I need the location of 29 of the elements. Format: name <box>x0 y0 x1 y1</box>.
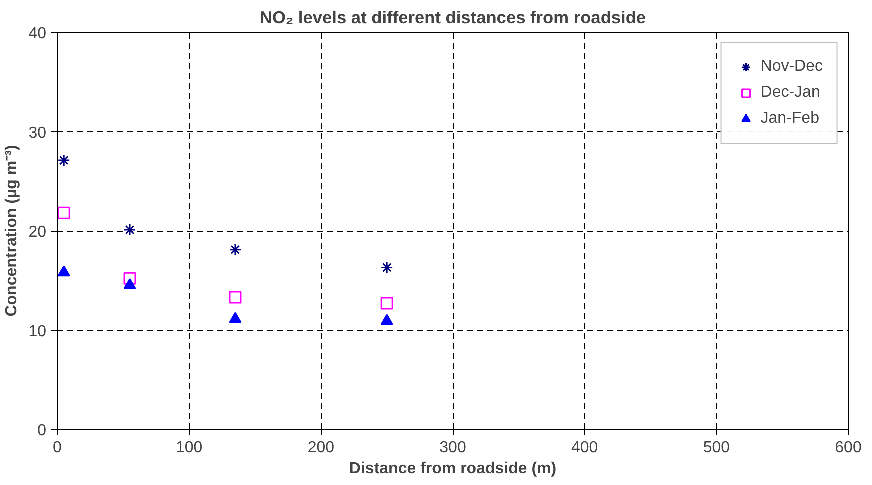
x-tick-label: 0 <box>53 440 62 456</box>
x-tick-label: 400 <box>571 440 598 456</box>
point <box>380 297 394 310</box>
y-tick-label: 40 <box>28 26 47 42</box>
point <box>229 312 242 324</box>
point <box>58 266 70 277</box>
point <box>380 261 394 274</box>
point <box>124 278 136 290</box>
x-tick-label: 200 <box>308 440 335 456</box>
x-axis-title: Distance from roadside (m) <box>349 460 557 478</box>
point <box>229 244 242 256</box>
x-tick-label: 500 <box>703 440 730 456</box>
point <box>124 224 136 236</box>
y-tick-label: 0 <box>38 422 47 440</box>
point <box>380 314 394 326</box>
point <box>58 154 70 167</box>
legend-label: Jan-Feb <box>760 110 820 128</box>
x-tick-label: 100 <box>176 440 203 456</box>
x-tick-label: 600 <box>835 440 862 456</box>
y-tick-label: 10 <box>28 323 47 340</box>
y-axis-title: Concentration (µg m⁻³) <box>4 145 21 317</box>
y-tick-label: 20 <box>28 224 47 241</box>
chart-title: NO₂ levels at different distances from roadside <box>260 8 646 28</box>
legend-label: Dec-Jan <box>760 84 820 102</box>
x-tick-label: 300 <box>440 440 466 456</box>
legend-label: Nov-Dec <box>760 58 823 76</box>
point <box>58 206 70 220</box>
point <box>229 291 242 304</box>
y-tick-label: 30 <box>28 124 47 142</box>
